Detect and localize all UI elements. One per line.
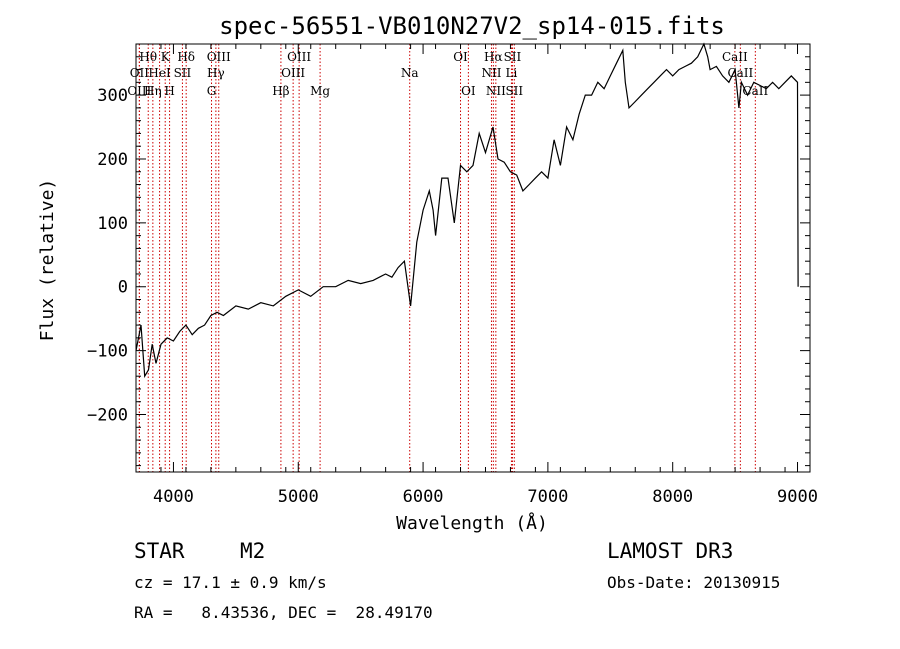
line-label-17: OI: [453, 50, 468, 64]
y-tick-label-4: 200: [97, 150, 128, 170]
y-tick-label-5: 300: [97, 86, 128, 106]
line-label-24: SII: [505, 84, 523, 98]
object-class: STAR: [134, 539, 185, 563]
redshift-value: cz = 17.1 ± 0.9 km/s: [134, 573, 327, 592]
chart-title: spec-56551-VB010N27V2_sp14-015.fits: [219, 12, 725, 40]
line-label-21: NII: [486, 84, 506, 98]
line-label-8: Hδ: [177, 50, 195, 64]
line-label-22: SII: [504, 50, 522, 64]
line-label-19: Hα: [484, 50, 503, 64]
line-label-15: Mg: [310, 84, 330, 98]
x-tick-label-0: 4000: [153, 487, 194, 507]
x-tick-label-5: 9000: [777, 487, 818, 507]
x-tick-label-4: 8000: [652, 487, 693, 507]
line-label-14: OIII: [287, 50, 311, 64]
line-label-1: OII: [130, 66, 150, 80]
line-label-10: Hγ: [207, 66, 225, 80]
line-label-6: H: [164, 84, 174, 98]
line-label-12: Hβ: [272, 84, 289, 98]
coordinates: RA = 8.43536, DEC = 28.49170: [134, 603, 433, 622]
object-subclass: M2: [240, 539, 266, 563]
survey-name: LAMOST DR3: [607, 539, 734, 563]
line-label-16: Na: [401, 66, 419, 80]
line-label-4: K: [161, 50, 171, 64]
y-axis-label: Flux (relative): [37, 179, 58, 342]
line-label-25: CaII: [722, 50, 748, 64]
line-label-26: CaII: [727, 66, 753, 80]
plot-frame: [135, 43, 811, 473]
emission-line-markers: [138, 44, 756, 472]
line-label-0: Hθ: [139, 50, 157, 64]
x-tick-label-2: 6000: [403, 487, 444, 507]
line-label-27: CaII: [742, 84, 768, 98]
line-label-13: OIII: [281, 66, 305, 80]
line-label-23: Li: [506, 66, 518, 80]
observation-date: Obs-Date: 20130915: [607, 573, 781, 592]
x-axis-label: Wavelength (Å): [396, 512, 548, 534]
line-label-18: OI: [461, 84, 476, 98]
line-label-11: G: [207, 84, 217, 98]
x-axis-ticks: 4000 5000 6000 7000 8000 9000: [135, 44, 818, 507]
y-tick-label-0: −200: [87, 406, 128, 426]
flux-series-line: [135, 42, 799, 379]
line-label-5: HeI: [148, 66, 171, 80]
line-label-7: SII: [174, 66, 192, 80]
line-label-2: OIII: [127, 84, 151, 98]
x-tick-label-1: 5000: [278, 487, 319, 507]
x-tick-label-3: 7000: [527, 487, 568, 507]
line-label-9: OIII: [207, 50, 231, 64]
y-tick-label-2: 0: [118, 278, 128, 298]
line-label-3: Hη: [144, 84, 162, 98]
y-tick-label-3: 100: [97, 214, 128, 234]
line-label-20: NII: [481, 66, 501, 80]
y-axis-ticks: −200 −100 0 100 200 300: [87, 56, 810, 467]
y-tick-label-1: −100: [87, 342, 128, 362]
